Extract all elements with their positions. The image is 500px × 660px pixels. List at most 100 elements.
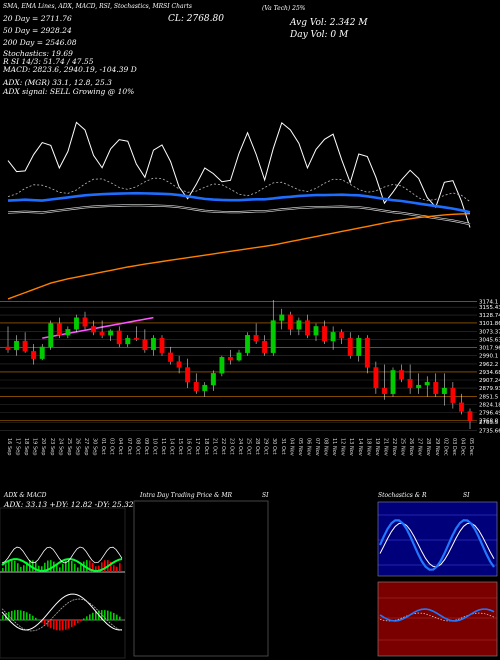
macd-histogram-bar — [53, 620, 55, 630]
candle-body — [296, 320, 302, 330]
candle-body — [253, 335, 259, 342]
candle-body — [364, 337, 370, 368]
close-price-line — [7, 121, 471, 228]
adx-label: ADX: (MGR) 33.1, 12.8, 25.3 — [3, 78, 112, 87]
macd-histogram-bar — [29, 613, 31, 621]
ema-20-line — [7, 191, 471, 214]
date-tick-label: 11 Nov — [331, 438, 337, 456]
macd-histogram-bar — [50, 620, 52, 629]
date-tick-label: 24 Sep — [57, 438, 63, 455]
candle-body — [458, 402, 464, 412]
macd-histogram-bar — [26, 612, 28, 621]
stoch-panel-title: Stochastics & R — [378, 492, 427, 499]
indicator-titles: SMA, EMA Lines, ADX, MACD, RSI, Stochast… — [3, 3, 192, 10]
candle-body — [270, 320, 276, 353]
date-tick-label: 22 Oct — [220, 438, 226, 455]
intraday-panel-si: SI — [262, 492, 269, 499]
adx-bar — [14, 560, 16, 572]
candle-body — [142, 339, 148, 351]
date-tick-label: 04 Oct — [117, 438, 123, 455]
adx-line — [1, 558, 123, 572]
candle-body — [330, 332, 336, 342]
adx-macd-panel-title: ADX & MACD — [4, 492, 47, 499]
date-tick-label: 12 Nov — [340, 438, 346, 456]
macd-histogram-bar — [74, 620, 76, 626]
macd-histogram-bar — [110, 611, 112, 621]
candle-body — [399, 370, 405, 380]
price-tick-label: 3045.63 — [479, 337, 500, 343]
date-tick-label: 03 Oct — [109, 438, 115, 455]
adx-bar — [2, 568, 4, 572]
date-tick-label: 14 Oct — [169, 438, 175, 455]
candle-body — [467, 411, 473, 421]
macd-histogram-bar — [41, 620, 43, 623]
stochastic-k-line — [378, 519, 495, 571]
sma-50-line-inner — [7, 204, 471, 225]
price-tick-label: 2851.5 — [479, 394, 499, 400]
intraday-panel — [133, 500, 269, 657]
candle-body — [82, 317, 88, 327]
stock-name-label: (Va Tech) 25% — [262, 5, 306, 12]
date-tick-label: 31 Oct — [280, 438, 286, 455]
date-tick-label: 30 Oct — [271, 438, 277, 455]
date-tick-label: 05 Nov — [297, 438, 303, 456]
macd-histogram-bar — [119, 616, 121, 621]
candle-body — [390, 370, 396, 395]
adx-bar — [26, 561, 28, 572]
price-tick-label: 2962.2 — [479, 362, 498, 368]
candle-body — [373, 367, 379, 389]
date-tick-label: 26 Sep — [74, 438, 80, 455]
date-tick-label: 22 Nov — [391, 438, 397, 456]
macd-histogram-bar — [104, 610, 106, 621]
date-tick-label: 29 Oct — [263, 438, 269, 455]
macd-histogram-bar — [62, 620, 64, 631]
candle-body — [193, 381, 199, 392]
macd-histogram-bar — [11, 610, 13, 621]
adx-bar — [95, 566, 97, 572]
date-tick-label: 17 Sep — [15, 438, 21, 455]
adx-bar — [110, 561, 112, 572]
price-tick-label: 3073.37 — [479, 329, 500, 335]
macd-histogram-bar — [35, 617, 37, 621]
macd-histogram-bar — [20, 610, 22, 621]
adx-bar — [98, 565, 100, 572]
date-tick-label: 07 Oct — [126, 438, 132, 455]
price-tick-label: 3155.43 — [479, 305, 500, 311]
date-tick-label: 16 Oct — [186, 438, 192, 455]
price-tick-label: 2824.18 — [479, 402, 500, 408]
date-tick-label: 18 Nov — [365, 438, 371, 456]
candle-body — [441, 387, 447, 395]
candle-body — [108, 330, 114, 336]
stochastics-label: Stochastics: 19.69 — [3, 49, 73, 58]
macd-histogram-bar — [86, 616, 88, 621]
price-tick-label: 2768.8 — [479, 419, 499, 425]
candle-body — [347, 337, 353, 356]
date-tick-label: 15 Oct — [177, 438, 183, 455]
candle-body — [91, 326, 97, 333]
macd-histogram-bar — [59, 620, 61, 631]
adx-bar — [80, 564, 82, 572]
candle-body — [48, 323, 54, 348]
ma20-label: 20 Day = 2711.76 — [3, 14, 72, 23]
candle-body — [313, 326, 319, 336]
date-tick-label: 05 Dec — [468, 438, 474, 456]
macd-histogram-bar — [17, 610, 19, 621]
close-price-label: CL: 2768.80 — [168, 14, 224, 24]
macd-histogram-bar — [32, 615, 34, 621]
ma50-label: 50 Day = 2928.24 — [3, 26, 72, 35]
mrsi-panel — [377, 581, 498, 657]
candle-body — [287, 314, 293, 330]
adx-bar — [77, 567, 79, 572]
macd-histogram-bar — [95, 611, 97, 621]
date-tick-label: 19 Sep — [32, 438, 38, 455]
adx-bar — [119, 563, 121, 572]
adx-bar — [32, 560, 34, 572]
adx-bar — [8, 561, 10, 572]
ma200-label: 200 Day = 2546.08 — [3, 38, 77, 47]
macd-line — [1, 593, 123, 631]
adx-bar — [62, 563, 64, 572]
date-tick-label: 19 Nov — [374, 438, 380, 456]
candle-body — [227, 357, 233, 361]
adx-bar — [92, 562, 94, 572]
candle-body — [39, 346, 45, 359]
